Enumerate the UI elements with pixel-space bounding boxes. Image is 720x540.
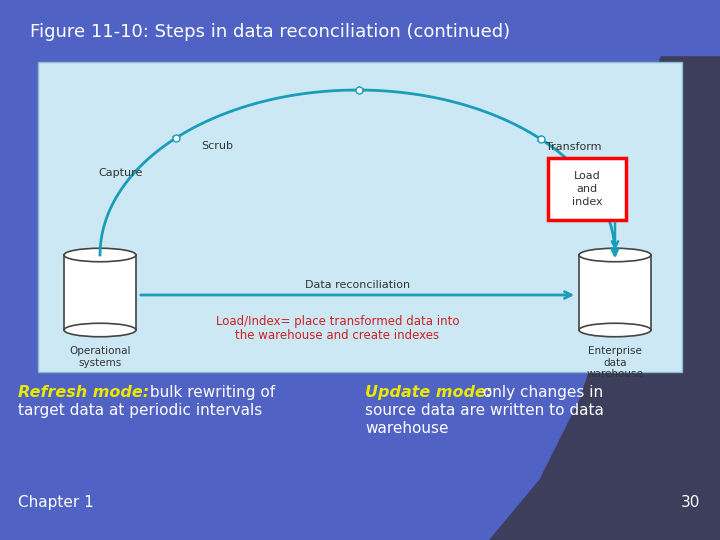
Ellipse shape (64, 248, 136, 262)
Text: Chapter 1: Chapter 1 (18, 495, 94, 510)
Text: 30: 30 (680, 495, 700, 510)
Bar (579, 255, 651, 330)
Text: source data are written to data: source data are written to data (365, 403, 604, 418)
Text: Figure 11-10: Steps in data reconciliation (continued): Figure 11-10: Steps in data reconciliati… (30, 23, 510, 41)
Ellipse shape (64, 323, 136, 337)
Ellipse shape (579, 248, 651, 262)
Ellipse shape (579, 323, 651, 337)
Text: Load/Index= place transformed data into: Load/Index= place transformed data into (216, 315, 459, 328)
Text: the warehouse and create indexes: the warehouse and create indexes (235, 329, 440, 342)
Text: only changes in: only changes in (478, 385, 603, 400)
Text: target data at periodic intervals: target data at periodic intervals (18, 403, 262, 418)
Text: Data reconciliation: Data reconciliation (305, 280, 410, 290)
Text: Operational
systems: Operational systems (69, 346, 131, 368)
Bar (64, 255, 136, 330)
Text: bulk rewriting of: bulk rewriting of (145, 385, 275, 400)
Bar (0, 0, 720, 55)
Text: Scrub: Scrub (201, 141, 233, 151)
Text: Enterprise
data
warehouse: Enterprise data warehouse (587, 346, 644, 379)
Bar (38, 62, 682, 372)
Bar (548, 158, 626, 220)
Polygon shape (490, 0, 720, 540)
Text: Update mode:: Update mode: (365, 385, 492, 400)
Text: warehouse: warehouse (365, 421, 449, 436)
Text: Transform: Transform (546, 142, 601, 152)
Text: Capture: Capture (99, 168, 143, 178)
Text: Refresh mode:: Refresh mode: (18, 385, 149, 400)
Text: Load
and
index: Load and index (572, 171, 603, 207)
